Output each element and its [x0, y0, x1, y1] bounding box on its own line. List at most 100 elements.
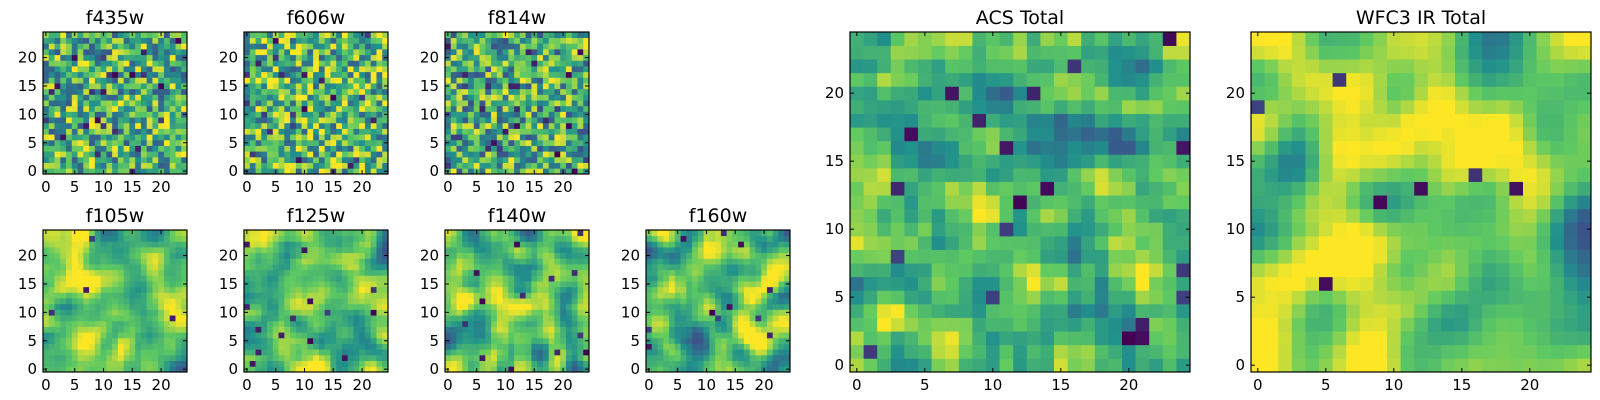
- heatmap-cell: [674, 349, 681, 356]
- heatmap-cell: [106, 134, 113, 141]
- heatmap-cell: [904, 276, 919, 291]
- heatmap-cell: [726, 360, 733, 367]
- heatmap-cell: [496, 366, 503, 373]
- heatmap-cell: [77, 151, 84, 158]
- heatmap-cell: [129, 269, 136, 276]
- heatmap-cell: [135, 349, 142, 356]
- heatmap-cell: [94, 337, 101, 344]
- heatmap-cell: [353, 275, 360, 282]
- y-tick-label: 5: [429, 134, 439, 152]
- heatmap-cell: [577, 49, 584, 56]
- heatmap-cell: [663, 298, 670, 305]
- x-tick-label: 0: [41, 376, 51, 394]
- heatmap-cell: [370, 60, 377, 67]
- heatmap-cell: [370, 315, 377, 322]
- heatmap-cell: [651, 354, 658, 361]
- heatmap-cell: [491, 66, 498, 73]
- heatmap-cell: [496, 122, 503, 129]
- heatmap-cell: [473, 88, 480, 95]
- heatmap-cell: [135, 235, 142, 242]
- heatmap-cell: [152, 139, 159, 146]
- heatmap-cell: [249, 303, 256, 310]
- heatmap-cell: [473, 298, 480, 305]
- heatmap-cell: [89, 298, 96, 305]
- heatmap-cell: [261, 343, 268, 350]
- heatmap-cell: [720, 258, 727, 265]
- heatmap-cell: [163, 230, 171, 237]
- heatmap-cell: [353, 94, 360, 101]
- heatmap-cell: [267, 168, 274, 175]
- heatmap-cell: [313, 60, 320, 67]
- heatmap-cell: [123, 286, 130, 293]
- heatmap-cell: [986, 304, 1000, 318]
- x-tick-label: 15: [525, 178, 544, 196]
- heatmap-cell: [519, 252, 526, 259]
- heatmap-cell: [663, 230, 670, 237]
- heatmap-cell: [502, 49, 509, 56]
- heatmap-cell: [473, 71, 480, 78]
- heatmap-cell: [502, 252, 509, 259]
- heatmap-cell: [560, 258, 567, 265]
- heatmap-cell: [60, 275, 67, 282]
- heatmap-cell: [181, 43, 188, 50]
- heatmap-cell: [272, 49, 279, 56]
- heatmap-cell: [89, 83, 96, 90]
- heatmap-cell: [290, 156, 297, 163]
- heatmap-cell: [680, 354, 687, 361]
- heatmap-cell: [278, 298, 285, 305]
- heatmap-cell: [720, 332, 727, 339]
- heatmap-cell: [353, 349, 360, 356]
- heatmap-cell: [651, 230, 658, 237]
- heatmap-cell: [382, 100, 389, 107]
- heatmap-cell: [766, 366, 774, 373]
- heatmap-cell: [863, 208, 878, 223]
- heatmap-cell: [370, 66, 377, 73]
- heatmap-cell: [686, 298, 693, 305]
- heatmap-cell: [732, 269, 739, 276]
- heatmap-cell: [336, 315, 343, 322]
- heatmap-cell: [117, 343, 124, 350]
- heatmap-cell: [571, 258, 578, 265]
- heatmap-cell: [450, 37, 457, 44]
- heatmap-cell: [353, 66, 360, 73]
- heatmap-cell: [508, 162, 515, 169]
- heatmap-cell: [307, 252, 314, 259]
- heatmap-cell: [43, 77, 50, 84]
- heatmap-cell: [146, 247, 153, 254]
- heatmap-cell: [651, 269, 658, 276]
- heatmap-cell: [77, 156, 84, 163]
- heatmap-cell: [577, 117, 584, 124]
- heatmap-cell: [537, 71, 544, 78]
- heatmap-cell: [146, 332, 153, 339]
- heatmap-cell: [726, 303, 733, 310]
- heatmap-cell: [560, 241, 567, 248]
- heatmap-cell: [261, 122, 268, 129]
- heatmap-cell: [89, 326, 96, 333]
- heatmap-cell: [129, 264, 136, 271]
- heatmap-cell: [485, 360, 492, 367]
- heatmap-cell: [1040, 276, 1055, 291]
- heatmap-cell: [318, 117, 325, 124]
- heatmap-cell: [261, 139, 268, 146]
- heatmap-cell: [514, 235, 521, 242]
- heatmap-cell: [324, 156, 331, 163]
- heatmap-cell: [462, 241, 469, 248]
- heatmap-cell: [703, 252, 710, 259]
- heatmap-cell: [244, 349, 251, 356]
- heatmap-cell: [877, 181, 892, 196]
- heatmap-cell: [330, 145, 337, 152]
- heatmap-cell: [525, 343, 532, 350]
- heatmap-cell: [129, 60, 136, 67]
- heatmap-cell: [657, 326, 664, 333]
- y-tick-label: 10: [621, 303, 640, 321]
- heatmap-cell: [491, 281, 498, 288]
- heatmap-cell: [703, 349, 710, 356]
- heatmap-cell: [112, 162, 119, 169]
- heatmap-cell: [83, 168, 90, 175]
- heatmap-cell: [112, 360, 119, 367]
- heatmap-cell: [554, 71, 561, 78]
- heatmap-cell: [583, 105, 590, 112]
- heatmap-cell: [468, 343, 475, 350]
- heatmap-cell: [152, 60, 159, 67]
- heatmap-cell: [43, 37, 50, 44]
